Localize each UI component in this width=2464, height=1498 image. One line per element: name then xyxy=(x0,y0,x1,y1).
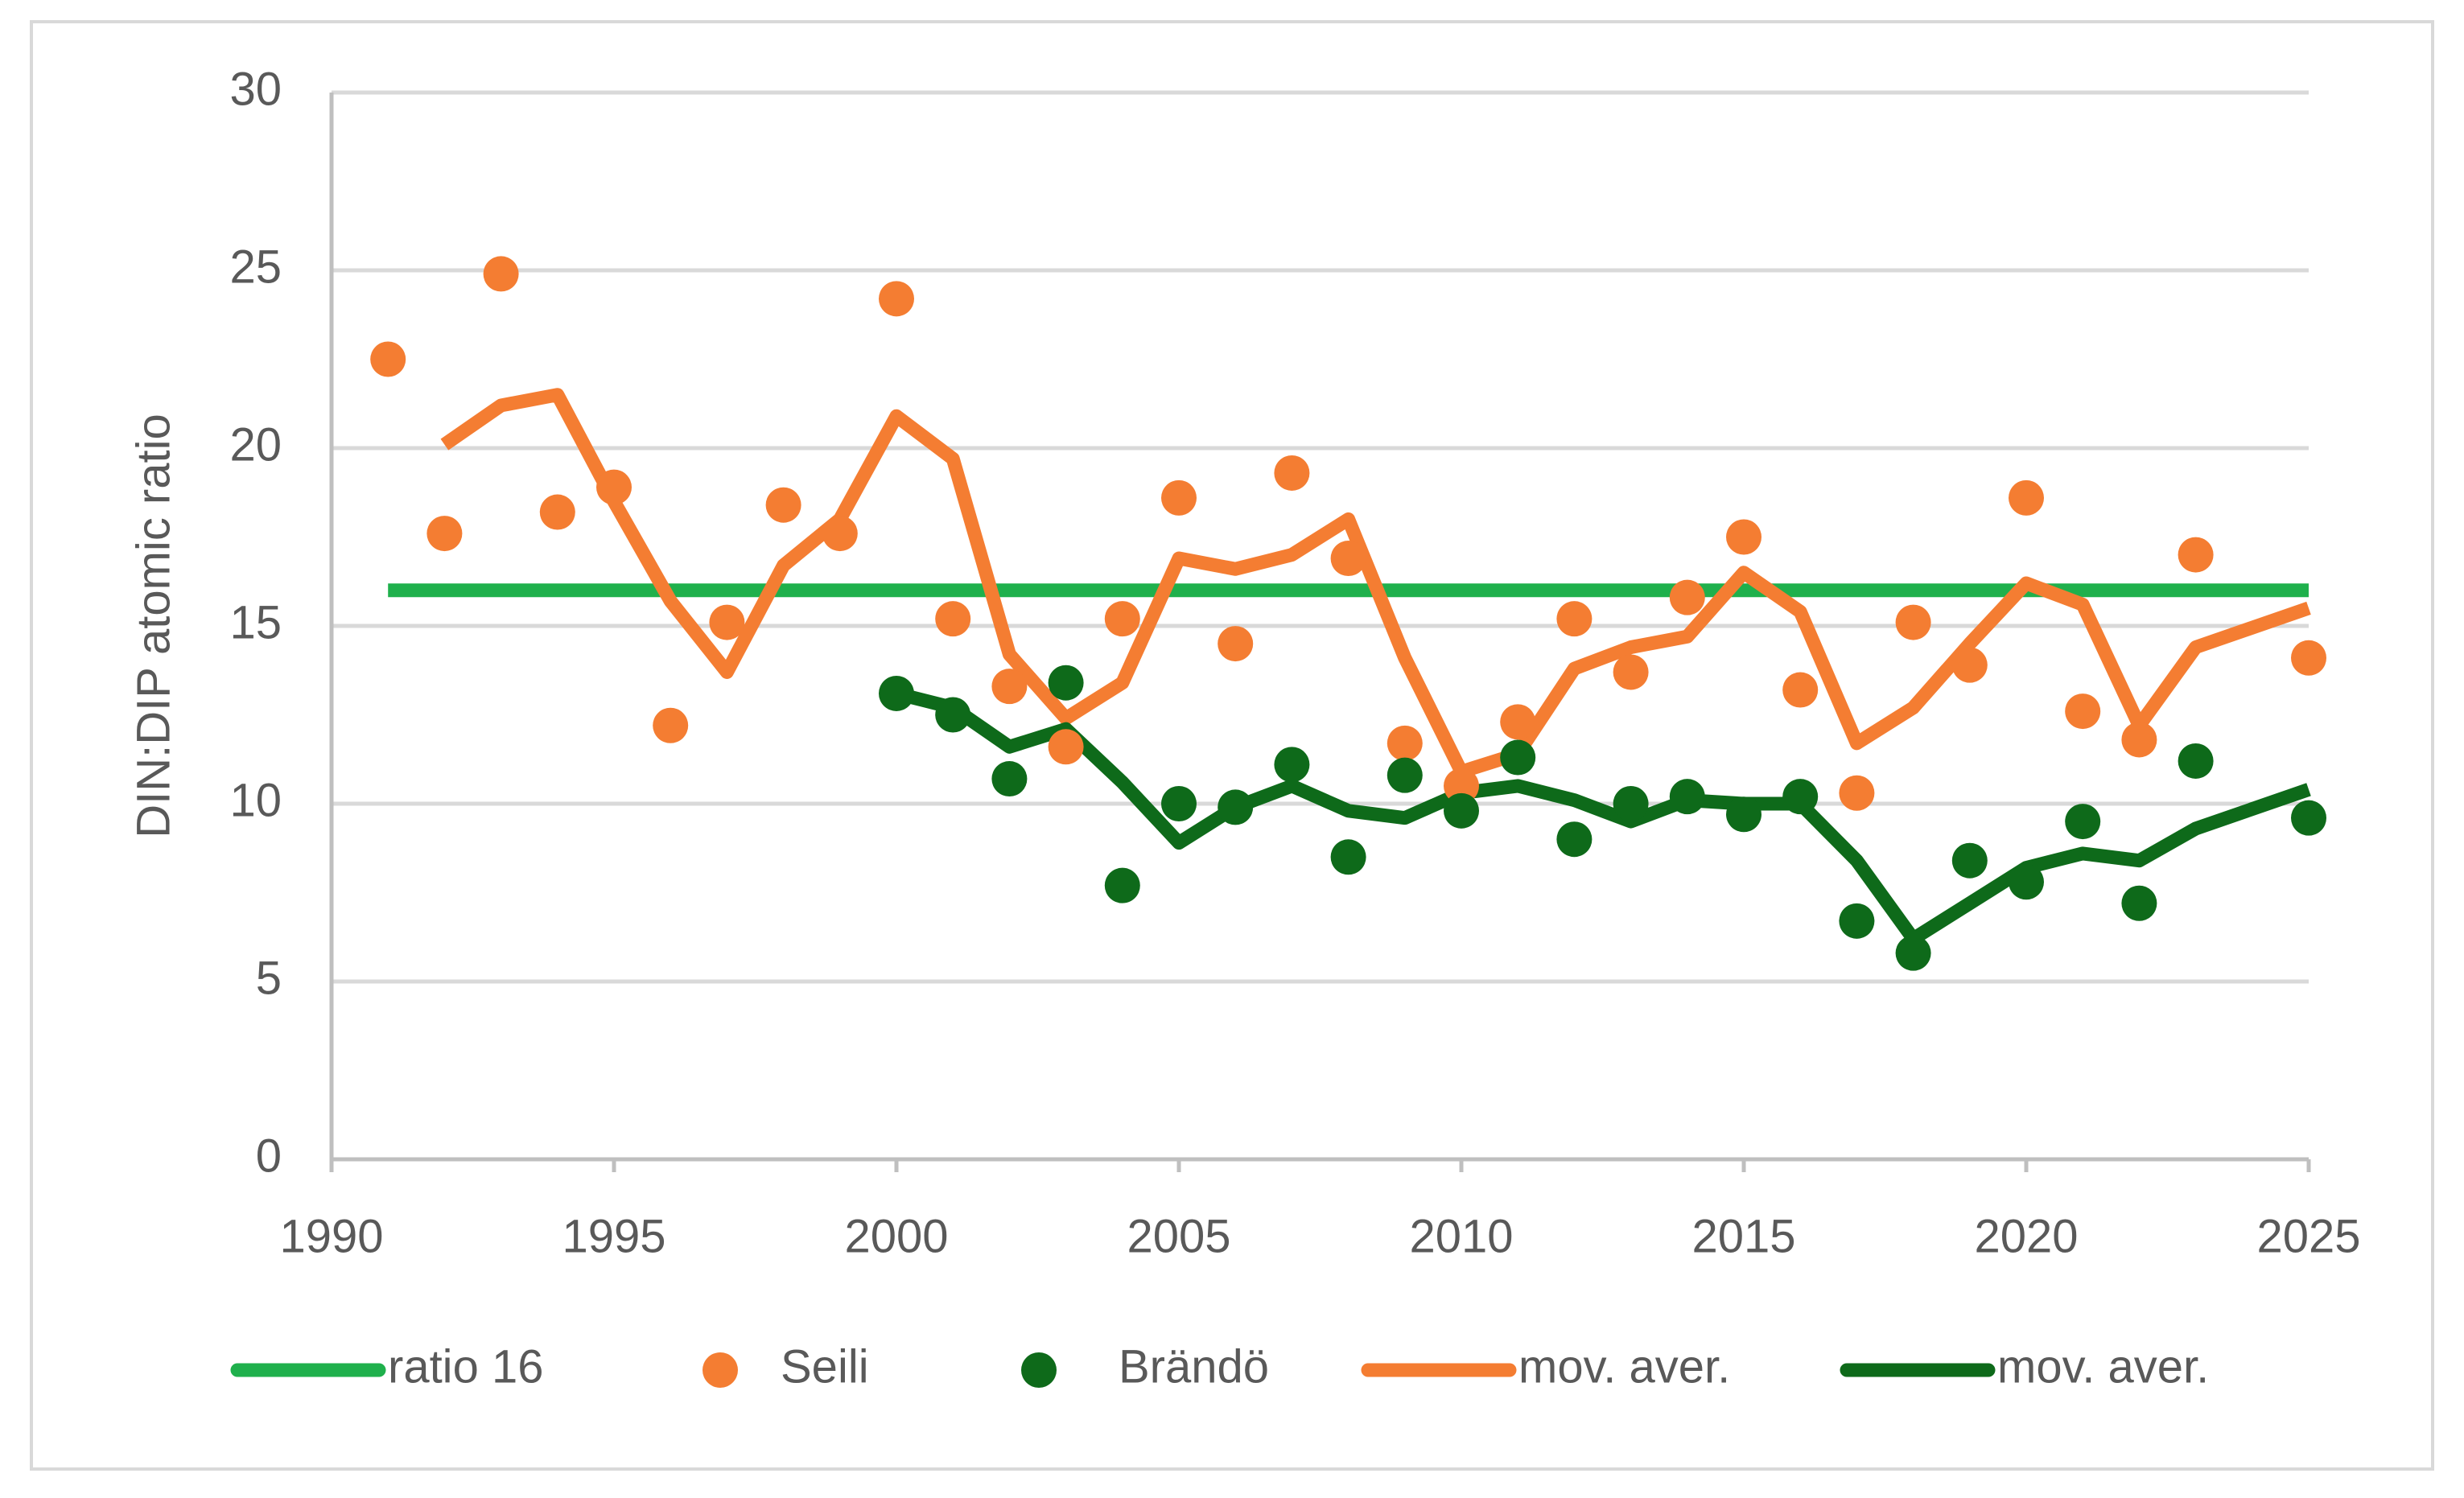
data-point xyxy=(879,281,914,317)
data-point xyxy=(1274,455,1310,491)
data-point xyxy=(1839,775,1875,811)
legend-label: Seili xyxy=(781,1340,869,1393)
x-tick-label: 1995 xyxy=(562,1210,665,1262)
legend-marker xyxy=(703,1352,738,1388)
data-point xyxy=(2178,743,2214,779)
data-point xyxy=(2009,479,2044,516)
data-point xyxy=(1104,601,1140,637)
data-point xyxy=(1048,729,1084,765)
data-point xyxy=(1048,665,1084,701)
data-point xyxy=(370,341,406,377)
data-point xyxy=(709,604,745,640)
data-point xyxy=(1951,647,1988,683)
x-tick-label: 2025 xyxy=(2256,1210,2360,1262)
legend-label: Brändö xyxy=(1119,1340,1269,1393)
y-tick-label: 30 xyxy=(229,63,282,115)
data-point xyxy=(1104,867,1140,903)
data-point xyxy=(1444,792,1479,829)
legend-label: ratio 16 xyxy=(388,1340,543,1393)
data-point xyxy=(1895,604,1931,640)
data-point xyxy=(1613,786,1649,821)
data-point xyxy=(1726,519,1761,555)
chart-frame xyxy=(30,20,2434,1471)
data-point xyxy=(2291,640,2326,676)
data-point xyxy=(2065,804,2101,840)
data-point xyxy=(1951,842,1988,879)
data-point xyxy=(1330,839,1366,875)
legend-marker xyxy=(1021,1352,1057,1388)
data-point xyxy=(1161,786,1197,821)
x-tick-label: 2000 xyxy=(844,1210,948,1262)
y-tick-label: 25 xyxy=(229,241,282,293)
data-point xyxy=(1387,725,1423,761)
data-point xyxy=(1500,739,1536,776)
data-point xyxy=(1500,704,1536,740)
x-tick-label: 2020 xyxy=(1974,1210,2078,1262)
data-point xyxy=(991,761,1028,797)
data-point xyxy=(1556,601,1593,637)
data-point xyxy=(426,516,463,552)
data-point xyxy=(596,469,632,505)
legend-label: mov. aver. xyxy=(1997,1340,2209,1393)
legend-label: mov. aver. xyxy=(1518,1340,1730,1393)
data-point xyxy=(1444,768,1479,804)
x-tick-label: 2015 xyxy=(1691,1210,1795,1262)
x-tick-label: 1990 xyxy=(279,1210,383,1262)
data-point xyxy=(2065,693,2101,730)
data-point xyxy=(1218,626,1254,662)
data-point xyxy=(1669,579,1705,615)
data-point xyxy=(1161,479,1197,516)
data-point xyxy=(1782,779,1819,815)
data-point xyxy=(2121,722,2157,758)
y-tick-label: 5 xyxy=(256,952,282,1004)
data-point xyxy=(483,256,519,292)
data-point xyxy=(1330,541,1366,577)
data-point xyxy=(653,707,689,743)
data-point xyxy=(539,494,575,530)
data-point xyxy=(2178,537,2214,573)
data-point xyxy=(1839,903,1875,939)
data-point xyxy=(1387,757,1423,793)
data-point xyxy=(1895,935,1931,971)
data-point xyxy=(935,697,971,733)
data-point xyxy=(1218,789,1254,825)
y-tick-label: 10 xyxy=(229,774,282,826)
data-point xyxy=(765,487,801,523)
data-line xyxy=(440,388,2311,779)
data-point xyxy=(2009,864,2044,900)
data-point xyxy=(935,601,971,637)
x-tick-label: 2010 xyxy=(1409,1210,1513,1262)
data-point xyxy=(2291,800,2326,836)
data-point xyxy=(1274,747,1310,783)
data-point xyxy=(991,669,1028,705)
y-tick-label: 0 xyxy=(256,1130,282,1182)
data-point xyxy=(1669,779,1705,815)
data-point xyxy=(822,516,858,552)
data-point xyxy=(1556,821,1593,858)
y-tick-label: 20 xyxy=(229,418,282,471)
y-tick-label: 15 xyxy=(229,596,282,648)
data-point xyxy=(1782,672,1819,708)
x-tick-label: 2005 xyxy=(1127,1210,1230,1262)
data-point xyxy=(1726,796,1761,833)
y-axis-title: DIN:DIP atomic ratio xyxy=(127,414,179,838)
data-point xyxy=(2121,885,2157,921)
data-point xyxy=(1613,654,1649,690)
data-point xyxy=(879,675,914,711)
